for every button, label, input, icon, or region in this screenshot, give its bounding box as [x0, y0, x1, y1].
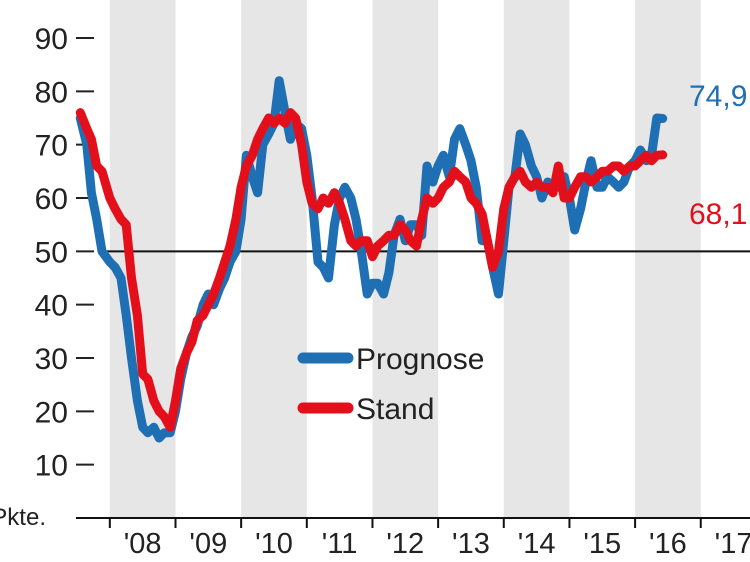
legend: Prognose Stand: [297, 343, 484, 426]
x-tick-label-5: '13: [452, 528, 490, 560]
x-tick-label-8: '16: [649, 528, 687, 560]
end-label-prognose: 74,9: [689, 80, 747, 113]
x-tick-label-1: '09: [189, 528, 227, 560]
year-band-4: [635, 0, 701, 518]
y-tick-label-40: 40: [35, 290, 68, 323]
end-labels: 74,9 68,1: [689, 80, 747, 231]
y-tick-label-70: 70: [35, 130, 68, 163]
x-tick-label-3: '11: [322, 528, 358, 560]
y-tick-label-80: 80: [35, 76, 68, 109]
year-band-3: [503, 0, 570, 518]
x-tick-label-0: '08: [124, 528, 162, 560]
y-tick-label-50: 50: [35, 236, 68, 269]
x-axis: '08 '09 '10 '11 '12 '13 '14 '15 '16 '17: [76, 517, 750, 560]
legend-label-prognose: Prognose: [356, 343, 484, 376]
series-lines: [75, 76, 668, 443]
x-tick-label-7: '15: [583, 528, 621, 560]
year-band-0: [109, 0, 176, 518]
end-label-stand: 68,1: [689, 198, 747, 231]
x-tick-label-6: '14: [518, 528, 556, 560]
y-tick-label-90: 90: [35, 23, 68, 56]
y-tick-label-60: 60: [35, 183, 68, 216]
year-shading-bands: [109, 0, 701, 518]
year-band-1: [241, 0, 307, 518]
y-tick-label-20: 20: [35, 396, 68, 429]
x-tick-label-4: '12: [386, 528, 424, 560]
x-tick-label-2: '10: [255, 528, 293, 560]
unit-label: Pkte.: [0, 504, 46, 531]
y-tick-label-10: 10: [35, 450, 68, 483]
y-axis: 10 20 30 40 50 60 70 80 90 Pkte.: [0, 23, 94, 531]
x-tick-label-9: '17: [715, 528, 750, 560]
legend-label-stand: Stand: [356, 393, 434, 426]
series-line-stand: [75, 108, 668, 432]
y-tick-label-30: 30: [35, 343, 68, 376]
year-band-2: [372, 0, 439, 518]
